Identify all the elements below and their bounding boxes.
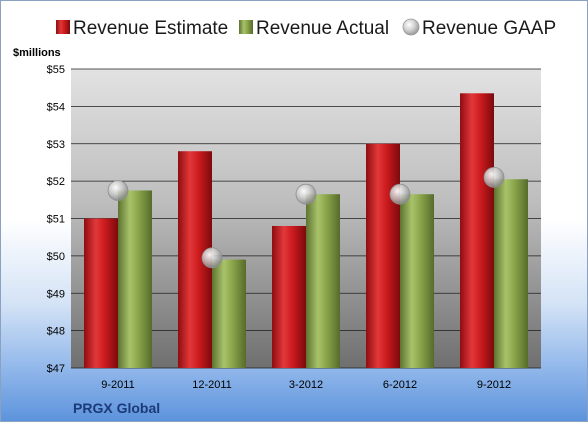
legend-swatch-revenue-gaap [402, 18, 420, 36]
y-tick-label: $53 [47, 139, 65, 151]
bar-revenue-actual [306, 194, 340, 368]
company-name: PRGX Global [73, 400, 160, 416]
x-tick-label: 6-2012 [383, 379, 417, 391]
x-tick-label: 3-2012 [289, 379, 323, 391]
legend-swatch-revenue-estimate [56, 20, 70, 34]
y-tick-label: $49 [47, 288, 65, 300]
bar-revenue-estimate [366, 143, 400, 368]
marker-revenue-gaap [389, 183, 411, 205]
y-tick-label: $54 [47, 101, 65, 113]
marker-revenue-gaap [483, 166, 505, 188]
y-tick-label: $47 [47, 363, 65, 375]
y-tick-label: $50 [47, 251, 65, 263]
legend-label-revenue-estimate: Revenue Estimate [73, 18, 228, 39]
legend-label-revenue-actual: Revenue Actual [256, 18, 389, 39]
bar-revenue-actual [118, 190, 152, 368]
bar-revenue-estimate [460, 93, 494, 368]
marker-revenue-gaap [107, 180, 129, 201]
bar-revenue-actual [212, 259, 246, 368]
x-tick-label: 9-2012 [477, 379, 511, 391]
bars [84, 93, 528, 368]
y-tick-label: $48 [47, 326, 65, 338]
bar-revenue-actual [400, 194, 434, 368]
legend-swatch-revenue-actual [239, 20, 253, 34]
legend-label-revenue-gaap: Revenue GAAP [422, 18, 556, 39]
y-axis-ticks: $47 $48 $49 $50 $51 $52 $53 $54 $55 [47, 64, 65, 375]
bar-revenue-actual [494, 179, 528, 368]
y-axis-unit-label: $millions [13, 47, 61, 59]
y-tick-label: $55 [47, 64, 65, 76]
bar-revenue-estimate [272, 225, 306, 368]
gaap-markers [107, 166, 505, 269]
marker-revenue-gaap [295, 183, 317, 205]
bar-revenue-estimate [84, 218, 118, 368]
x-tick-label: 9-2011 [101, 379, 134, 391]
y-tick-label: $52 [47, 176, 65, 188]
x-axis-ticks: 9-2011 12-2011 3-2012 6-2012 9-2012 [101, 379, 511, 391]
legend: Revenue Estimate Revenue Actual Revenue … [56, 18, 556, 39]
x-tick-label: 12-2011 [192, 379, 232, 391]
marker-revenue-gaap [201, 247, 223, 269]
y-tick-label: $51 [47, 214, 65, 226]
